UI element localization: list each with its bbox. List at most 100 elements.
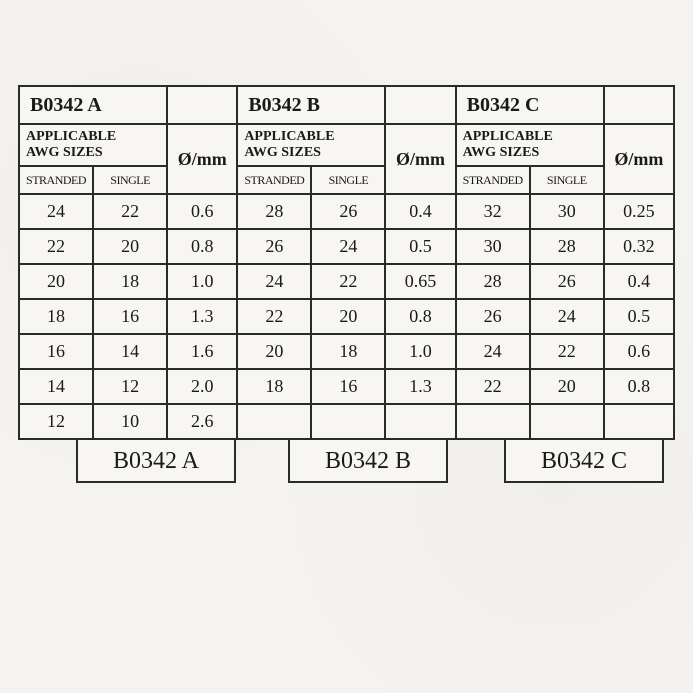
cell-a-stranded: 12 — [19, 404, 93, 439]
cell-b-stranded: 20 — [237, 334, 311, 369]
table-row: 12 10 2.6 — [19, 404, 674, 439]
cell-c-stranded: 28 — [456, 264, 530, 299]
cell-c-single: 26 — [530, 264, 604, 299]
cell-a-mm: 1.0 — [167, 264, 237, 299]
cell-b-stranded: 28 — [237, 194, 311, 229]
cell-b-stranded: 22 — [237, 299, 311, 334]
spec-sheet: B0342 A B0342 B B0342 C APPLICABLE AWG S… — [18, 85, 675, 493]
tab-model-a: B0342 A — [76, 438, 236, 483]
table-row: B0342 A B0342 B B0342 C — [19, 86, 674, 124]
cell-a-mm: 0.6 — [167, 194, 237, 229]
stranded-header-c: STRANDED — [456, 166, 530, 194]
table-row: 16 14 1.6 20 18 1.0 24 22 0.6 — [19, 334, 674, 369]
table-row: APPLICABLE AWG SIZES Ø/mm APPLICABLE AWG… — [19, 124, 674, 166]
model-header-a: B0342 A — [19, 86, 167, 124]
cell-c-stranded: 32 — [456, 194, 530, 229]
table-row: 18 16 1.3 22 20 0.8 26 24 0.5 — [19, 299, 674, 334]
empty-cell — [385, 86, 455, 124]
applicable-line2: AWG SIZES — [26, 145, 103, 160]
cell-c-mm: 0.6 — [604, 334, 674, 369]
cell-b-single: 26 — [311, 194, 385, 229]
cell-b-single: 16 — [311, 369, 385, 404]
cell-c-single: 20 — [530, 369, 604, 404]
stranded-header-a: STRANDED — [19, 166, 93, 194]
cell-a-stranded: 18 — [19, 299, 93, 334]
cell-a-stranded: 22 — [19, 229, 93, 264]
cell-b-single — [311, 404, 385, 439]
cell-a-single: 10 — [93, 404, 167, 439]
applicable-header-c: APPLICABLE AWG SIZES — [456, 124, 604, 166]
cell-a-single: 18 — [93, 264, 167, 299]
applicable-header-b: APPLICABLE AWG SIZES — [237, 124, 385, 166]
cell-c-stranded: 30 — [456, 229, 530, 264]
cell-a-mm: 0.8 — [167, 229, 237, 264]
cell-b-stranded: 18 — [237, 369, 311, 404]
cell-c-single: 24 — [530, 299, 604, 334]
cell-c-mm: 0.32 — [604, 229, 674, 264]
model-tabs: B0342 A B0342 B B0342 C — [18, 438, 675, 493]
cell-b-stranded — [237, 404, 311, 439]
single-header-c: SINGLE — [530, 166, 604, 194]
single-header-b: SINGLE — [311, 166, 385, 194]
cell-b-mm: 0.4 — [385, 194, 455, 229]
cell-a-stranded: 14 — [19, 369, 93, 404]
tab-model-c: B0342 C — [504, 438, 664, 483]
cell-a-stranded: 16 — [19, 334, 93, 369]
applicable-line1: APPLICABLE — [463, 129, 553, 144]
cell-a-single: 12 — [93, 369, 167, 404]
applicable-line2: AWG SIZES — [244, 145, 321, 160]
cell-b-single: 22 — [311, 264, 385, 299]
applicable-header-a: APPLICABLE AWG SIZES — [19, 124, 167, 166]
cell-a-single: 14 — [93, 334, 167, 369]
cell-c-single — [530, 404, 604, 439]
cell-a-single: 22 — [93, 194, 167, 229]
cell-c-single: 28 — [530, 229, 604, 264]
cell-a-stranded: 24 — [19, 194, 93, 229]
cell-b-mm: 0.5 — [385, 229, 455, 264]
spec-table: B0342 A B0342 B B0342 C APPLICABLE AWG S… — [18, 85, 675, 440]
cell-b-single: 20 — [311, 299, 385, 334]
cell-c-mm: 0.4 — [604, 264, 674, 299]
empty-cell — [167, 86, 237, 124]
cell-b-mm: 1.0 — [385, 334, 455, 369]
cell-c-mm: 0.8 — [604, 369, 674, 404]
empty-cell — [604, 86, 674, 124]
tab-model-b: B0342 B — [288, 438, 448, 483]
cell-c-mm: 0.25 — [604, 194, 674, 229]
cell-c-stranded: 26 — [456, 299, 530, 334]
table-row: 14 12 2.0 18 16 1.3 22 20 0.8 — [19, 369, 674, 404]
stranded-header-b: STRANDED — [237, 166, 311, 194]
diameter-header-a: Ø/mm — [167, 124, 237, 194]
applicable-line2: AWG SIZES — [463, 145, 540, 160]
diameter-header-b: Ø/mm — [385, 124, 455, 194]
cell-b-stranded: 24 — [237, 264, 311, 299]
cell-a-mm: 1.6 — [167, 334, 237, 369]
model-header-b: B0342 B — [237, 86, 385, 124]
cell-c-stranded: 22 — [456, 369, 530, 404]
cell-c-mm: 0.5 — [604, 299, 674, 334]
cell-c-stranded: 24 — [456, 334, 530, 369]
cell-a-mm: 2.6 — [167, 404, 237, 439]
diameter-header-c: Ø/mm — [604, 124, 674, 194]
cell-a-stranded: 20 — [19, 264, 93, 299]
cell-b-single: 24 — [311, 229, 385, 264]
table-row: STRANDED SINGLE STRANDED SINGLE STRANDED… — [19, 166, 674, 194]
cell-c-stranded — [456, 404, 530, 439]
cell-a-single: 16 — [93, 299, 167, 334]
cell-b-mm: 0.65 — [385, 264, 455, 299]
cell-a-mm: 1.3 — [167, 299, 237, 334]
applicable-line1: APPLICABLE — [26, 129, 116, 144]
cell-a-single: 20 — [93, 229, 167, 264]
cell-c-mm — [604, 404, 674, 439]
cell-b-stranded: 26 — [237, 229, 311, 264]
cell-b-mm — [385, 404, 455, 439]
cell-b-mm: 0.8 — [385, 299, 455, 334]
cell-c-single: 30 — [530, 194, 604, 229]
table-row: 22 20 0.8 26 24 0.5 30 28 0.32 — [19, 229, 674, 264]
cell-b-single: 18 — [311, 334, 385, 369]
single-header-a: SINGLE — [93, 166, 167, 194]
cell-b-mm: 1.3 — [385, 369, 455, 404]
cell-a-mm: 2.0 — [167, 369, 237, 404]
model-header-c: B0342 C — [456, 86, 604, 124]
table-row: 24 22 0.6 28 26 0.4 32 30 0.25 — [19, 194, 674, 229]
